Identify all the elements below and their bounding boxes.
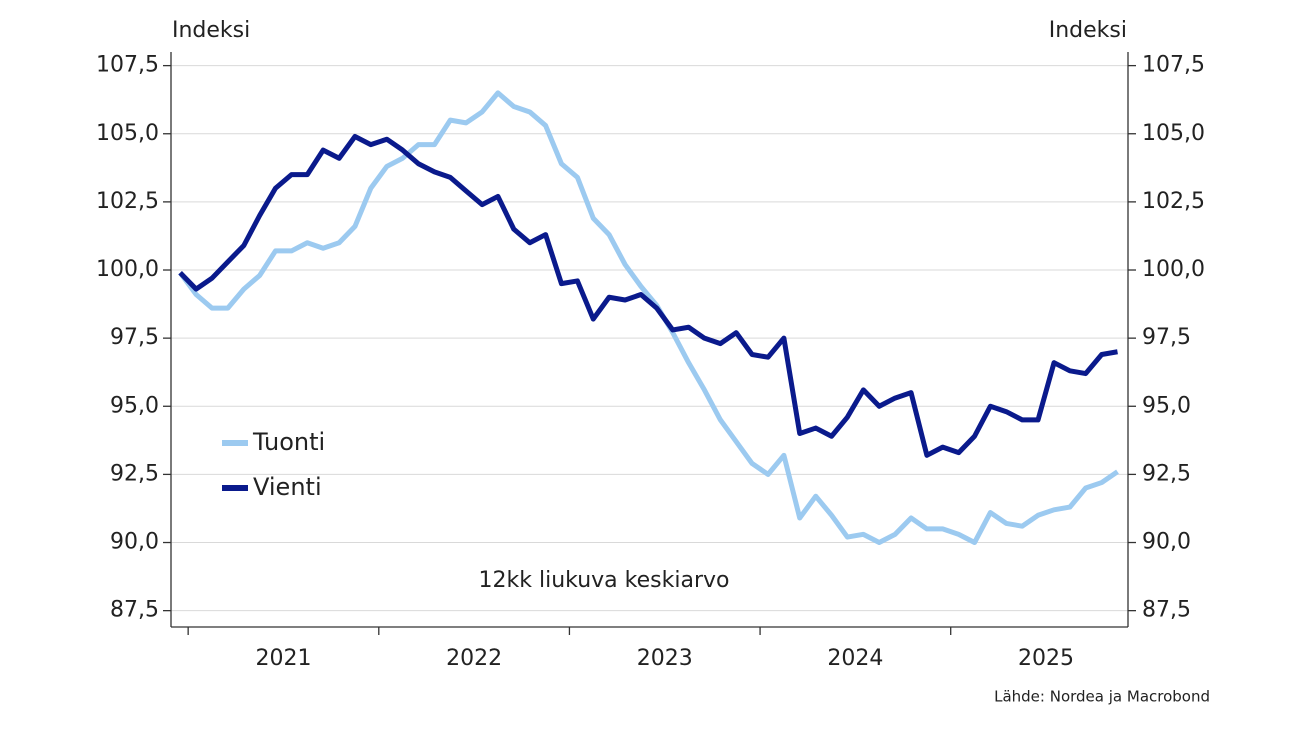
annotation: 12kk liukuva keskiarvo: [479, 568, 730, 593]
y2-tick-label: 102,5: [1142, 189, 1205, 214]
y2-tick-label: 100,0: [1142, 257, 1205, 282]
x-tick-label: 2022: [446, 646, 502, 671]
x-tick-label: 2024: [827, 646, 883, 671]
x-tick-label: 2025: [1018, 646, 1074, 671]
y-tick-label: 105,0: [96, 121, 159, 146]
y-tick-label: 97,5: [110, 325, 159, 350]
y-tick-label: 95,0: [110, 393, 159, 418]
y2-tick-label: 97,5: [1142, 325, 1191, 350]
y2-tick-label: 105,0: [1142, 121, 1205, 146]
y2-tick-label: 107,5: [1142, 53, 1205, 78]
line-series: [178, 90, 1119, 546]
source: Lähde: Nordea ja Macrobond: [994, 688, 1210, 706]
y-tick-label: 90,0: [110, 530, 159, 555]
legend-label: Tuonti: [252, 428, 325, 456]
y2-tick-label: 95,0: [1142, 393, 1191, 418]
y-tick-label: 100,0: [96, 257, 159, 282]
y-axis-label: Indeksi: [172, 18, 250, 43]
y2-tick-label: 87,5: [1142, 598, 1191, 623]
y-tick-label: 92,5: [110, 461, 159, 486]
y2-tick-label: 92,5: [1142, 461, 1191, 486]
legend-label: Vienti: [253, 473, 322, 501]
x-tick-label: 2021: [255, 646, 311, 671]
y2-tick-label: 90,0: [1142, 530, 1191, 555]
line-series: [178, 133, 1118, 458]
y2-axis-label: Indeksi: [1049, 18, 1127, 43]
y-tick-label: 102,5: [96, 189, 159, 214]
y-tick-label: 107,5: [96, 53, 159, 78]
x-tick-label: 2023: [637, 646, 693, 671]
y-tick-label: 87,5: [110, 598, 159, 623]
